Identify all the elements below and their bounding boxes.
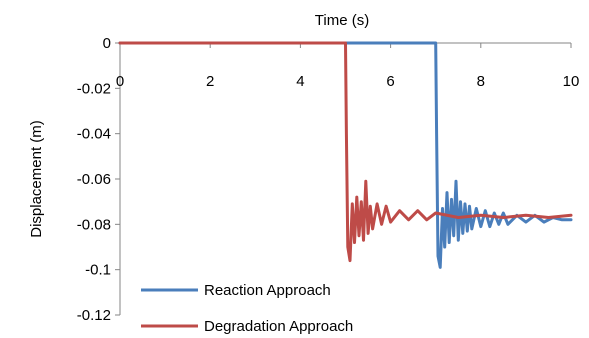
legend-label: Reaction Approach	[204, 282, 331, 299]
legend-label: Degradation Approach	[204, 318, 353, 335]
y-tick-label: -0.1	[85, 262, 111, 279]
y-tick-label: 0	[103, 35, 111, 52]
legend: Reaction Approach Degradation Approach	[141, 282, 353, 335]
x-tick-label: 4	[296, 73, 304, 90]
y-tick-label: -0.12	[77, 307, 111, 324]
x-tick-label: 8	[477, 73, 485, 90]
plot-area: 0 -0.02 -0.04 -0.06 -0.08 -0.1 -0.12 0 2 4 6 8 10	[77, 35, 580, 324]
y-tick-label: -0.04	[77, 126, 111, 143]
series-line-1	[118, 41, 573, 269]
y-tick-label: -0.08	[77, 216, 111, 233]
x-axis-title: Time (s)	[315, 12, 369, 29]
y-axis-title: Displacement (m)	[28, 120, 45, 238]
series-line-2	[118, 41, 573, 263]
y-tick-label: -0.02	[77, 80, 111, 97]
x-tick-label: 10	[563, 73, 580, 90]
x-tick-label: 6	[386, 73, 394, 90]
x-tick-label: 0	[116, 73, 124, 90]
x-tick-label: 2	[206, 73, 214, 90]
y-tick-label: -0.06	[77, 171, 111, 188]
